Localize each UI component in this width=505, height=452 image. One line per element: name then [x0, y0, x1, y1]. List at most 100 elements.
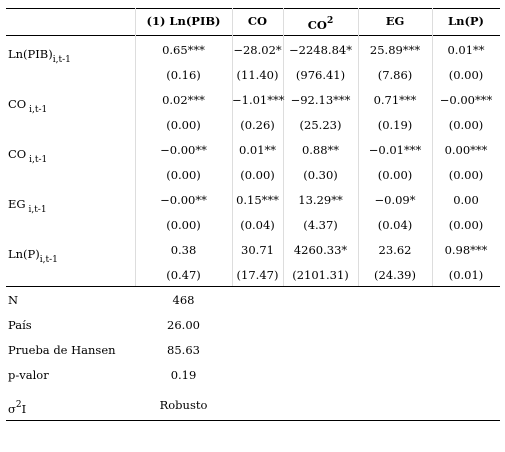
coefficient: 0.00 — [432, 188, 500, 213]
stat-value: Robusto — [135, 393, 232, 418]
subscript: i,t-1 — [25, 205, 47, 215]
value: 0.65*** — [162, 43, 205, 57]
coefficient: 0.00*** — [432, 138, 500, 163]
stat-value: 26.00 — [135, 313, 232, 338]
text: I — [21, 402, 27, 416]
value: (24.39) — [374, 268, 416, 282]
header-cell: Ln(P) — [432, 9, 500, 34]
coefficient: −2248.84* — [283, 38, 358, 63]
value: 0.98*** — [444, 243, 488, 257]
superscript: 2 — [326, 16, 334, 26]
column-separator — [232, 8, 233, 286]
value: (0.01) — [448, 268, 484, 282]
value: (0.04) — [240, 218, 275, 232]
value: 30.71 — [241, 243, 274, 257]
coefficient: 23.62 — [358, 238, 432, 263]
value: (0.47) — [166, 268, 201, 282]
subscript: i,t-1 — [26, 105, 48, 115]
value: −2248.84* — [289, 43, 352, 57]
standard-error: (0.19) — [358, 113, 432, 138]
value: 4260.33* — [293, 243, 348, 257]
text: Ln(P) — [8, 247, 40, 261]
standard-error: (0.26) — [232, 113, 283, 138]
text: País — [8, 318, 32, 332]
rule — [6, 35, 500, 36]
value: (17.47) — [236, 268, 279, 282]
value: 0.01** — [447, 43, 485, 57]
stat-label: N — [6, 288, 137, 313]
standard-error: (0.01) — [432, 263, 500, 288]
value: (0.00) — [448, 118, 484, 132]
header-cell: CO — [232, 9, 283, 34]
header-cell: (1) Ln(PIB) — [135, 9, 232, 34]
value: (0.26) — [240, 118, 275, 132]
text: N — [8, 293, 19, 307]
coefficient: −0.00*** — [432, 88, 500, 113]
subscript: i,t-1 — [26, 155, 48, 165]
text: EG — [8, 197, 26, 211]
text: (1) Ln(PIB) — [146, 14, 221, 28]
row-label: Ln(PIB)i,t-1 — [6, 42, 137, 67]
coefficient: 0.98*** — [432, 238, 500, 263]
coefficient: 25.89*** — [358, 38, 432, 63]
coefficient: 0.88** — [283, 138, 358, 163]
value: 0.71*** — [373, 93, 417, 107]
value: (0.19) — [377, 118, 413, 132]
value: 0.01** — [238, 143, 277, 157]
stat-value: 468 — [135, 288, 232, 313]
row-label: EG i,t-1 — [6, 192, 137, 217]
text: Prueba de Hansen — [8, 343, 116, 357]
value: (0.16) — [166, 68, 201, 82]
coefficient: −0.01*** — [358, 138, 432, 163]
rule — [6, 420, 500, 421]
value: (0.00) — [166, 218, 201, 232]
coefficient: 0.02*** — [135, 88, 232, 113]
value: 0.02*** — [162, 93, 205, 107]
stat-value: 0.19 — [135, 363, 232, 388]
value: 0.19 — [170, 368, 197, 382]
text: p-valor — [8, 368, 49, 382]
value: (0.00) — [377, 168, 413, 182]
coefficient: −1.01*** — [232, 88, 285, 113]
standard-error: (0.00) — [432, 63, 500, 88]
column-separator — [358, 8, 359, 286]
value: −0.01*** — [368, 143, 422, 157]
coefficient: −0.00** — [135, 188, 232, 213]
text: Ln(PIB) — [8, 47, 53, 61]
stat-label: p-valor — [6, 363, 137, 388]
standard-error: (2101.31) — [283, 263, 358, 288]
standard-error: (0.00) — [232, 163, 283, 188]
text: EG — [385, 14, 405, 28]
value: (976.41) — [295, 68, 346, 82]
value: −0.09* — [374, 193, 416, 207]
subscript: i,t-1 — [52, 55, 71, 65]
text: CO — [307, 18, 327, 32]
value: 23.62 — [378, 243, 412, 257]
standard-error: (0.16) — [135, 63, 232, 88]
value: (0.00) — [448, 68, 484, 82]
value: −28.02* — [233, 43, 282, 57]
value: (0.00) — [166, 168, 201, 182]
value: (0.04) — [377, 218, 413, 232]
value: −1.01*** — [232, 93, 285, 107]
standard-error: (0.30) — [283, 163, 358, 188]
coefficient: 13.29** — [283, 188, 358, 213]
value: 0.38 — [170, 243, 197, 257]
value: (0.30) — [303, 168, 338, 182]
coefficient: −0.09* — [358, 188, 432, 213]
value: (2101.31) — [292, 268, 349, 282]
coefficient: 0.01** — [432, 38, 500, 63]
standard-error: (0.00) — [135, 163, 232, 188]
header-cell: EG — [358, 9, 432, 34]
standard-error: (0.04) — [358, 213, 432, 238]
standard-error: (0.47) — [135, 263, 232, 288]
text: CO — [8, 97, 27, 111]
column-separator — [135, 8, 136, 286]
coefficient: 0.15*** — [232, 188, 283, 213]
standard-error: (976.41) — [283, 63, 358, 88]
stat-label: σ2I — [6, 393, 137, 418]
value: (11.40) — [236, 68, 279, 82]
standard-error: (0.00) — [135, 113, 232, 138]
value: Robusto — [159, 398, 208, 412]
